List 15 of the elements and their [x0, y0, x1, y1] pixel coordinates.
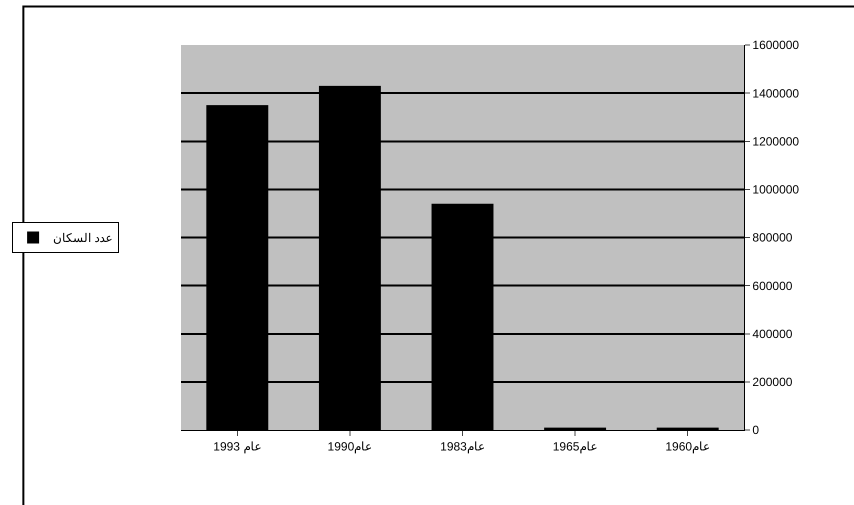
x-tick-label: عام1990: [328, 439, 372, 454]
x-tick-label: عام1960: [665, 439, 710, 454]
y-tick-label: 1600000: [752, 38, 800, 52]
y-tick-label: 800000: [752, 230, 793, 245]
y-tick-label: 400000: [752, 326, 793, 341]
y-tick-label: 200000: [752, 375, 793, 390]
y-tick-label: 600000: [752, 278, 793, 293]
x-tick-label: عام1983: [440, 439, 485, 454]
x-tick-label: عام 1993: [213, 439, 262, 454]
y-tick-label: 0: [752, 423, 760, 438]
y-tick-label: 1000000: [752, 182, 800, 197]
x-tick-label: عام1965: [552, 439, 598, 454]
legend-label: عدد السكان: [53, 231, 112, 246]
y-tick-label: 1400000: [752, 86, 800, 100]
y-tick-label: 1200000: [752, 134, 800, 148]
